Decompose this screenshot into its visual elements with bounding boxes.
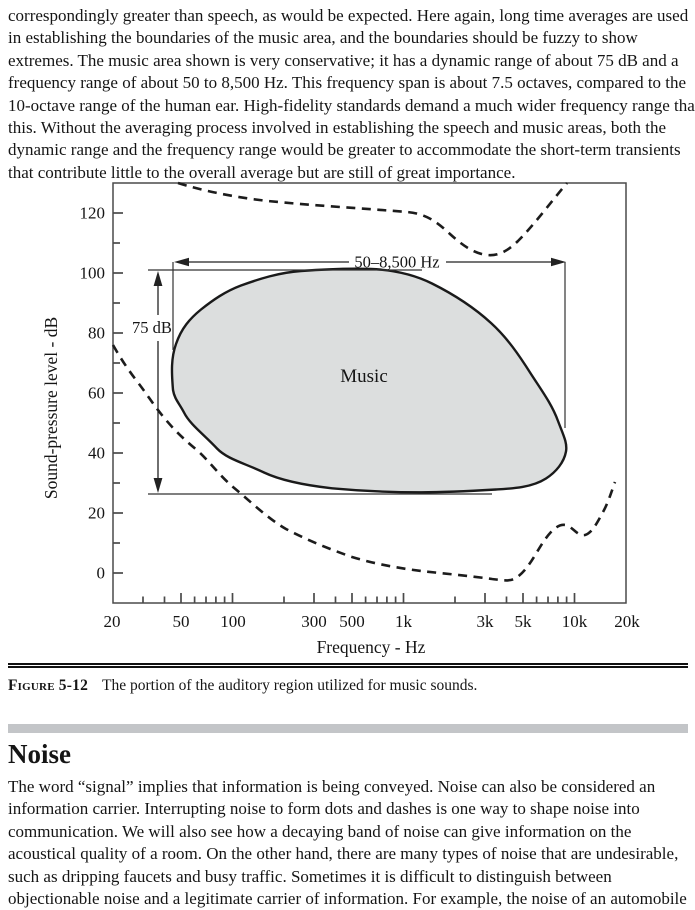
x-tick-label: 500	[339, 612, 365, 631]
y-tick-label: 100	[80, 264, 106, 283]
upper-threshold-curve	[177, 181, 568, 257]
text-line: frequency range of about 50 to 8,500 Hz.…	[8, 73, 687, 93]
text-line: dynamic range and the frequency range wo…	[8, 140, 681, 160]
y-axis-tick-labels: 120 100 80 60 40 20 0	[80, 204, 106, 583]
body-paragraph-noise: The word “signal” implies that informati…	[8, 776, 692, 910]
x-tick-label: 300	[301, 612, 327, 631]
x-tick-label: 3k	[477, 612, 495, 631]
y-tick-label: 80	[88, 324, 105, 343]
x-tick-label: 100	[220, 612, 246, 631]
body-paragraph-top: correspondingly greater than speech, as …	[8, 5, 695, 184]
caption-text: The portion of the auditory region utili…	[102, 677, 478, 694]
dynamic-range-arrow: 75 dB	[132, 271, 172, 493]
y-tick-label: 40	[88, 444, 105, 463]
text-line: acoustical quality of a room. On the oth…	[8, 844, 679, 864]
x-axis-ticks	[142, 593, 576, 603]
section-heading-noise: Noise	[8, 739, 71, 769]
x-tick-label: 10k	[562, 612, 588, 631]
y-tick-label: 120	[80, 204, 106, 223]
lower-threshold-curve	[111, 344, 617, 582]
x-tick-label: 20	[104, 612, 121, 631]
text-line: extremes. The music area shown is very c…	[8, 50, 679, 70]
figure-5-12: 120 100 80 60 40 20 0 Sound-pressure lev…	[0, 175, 695, 660]
music-box-lines	[148, 262, 566, 495]
text-line: The word “signal” implies that informati…	[8, 777, 656, 796]
section-divider	[8, 724, 688, 733]
freq-span-label: 50–8,500 Hz	[354, 253, 439, 272]
text-line: communication. We will also see how a de…	[8, 821, 632, 841]
text-line: information carrier. Interrupting noise …	[8, 799, 640, 819]
text-line: this. Without the averaging process invo…	[8, 118, 667, 138]
x-tick-label: 1k	[395, 612, 413, 631]
y-axis-ticks	[113, 212, 123, 574]
music-label: Music	[340, 366, 388, 387]
figure-caption: Figure 5-12 The portion of the auditory r…	[8, 675, 688, 696]
y-tick-label: 20	[88, 504, 105, 523]
x-axis-tick-labels: 20 50 100 300 500 1k 3k 5k 10k 20k	[104, 612, 641, 631]
auditory-region-chart: 120 100 80 60 40 20 0 Sound-pressure lev…	[41, 181, 641, 657]
y-tick-label: 60	[88, 384, 105, 403]
text-line: correspondingly greater than speech, as …	[8, 6, 689, 25]
y-axis-label: Sound-pressure level - dB	[41, 317, 61, 499]
caption-label: Figure 5-12	[8, 677, 89, 694]
dynamic-range-label: 75 dB	[132, 318, 172, 337]
x-tick-label: 50	[173, 612, 190, 631]
text-line: 10-octave range of the human ear. High-f…	[8, 95, 695, 115]
text-line: objectionable noise and a legitimate car…	[8, 889, 687, 909]
x-tick-label: 20k	[614, 612, 640, 631]
text-line: that contribute little to the overall av…	[8, 162, 516, 182]
freq-span-arrow: 50–8,500 Hz	[174, 253, 566, 272]
x-axis-label: Frequency - Hz	[317, 637, 426, 657]
x-tick-label: 5k	[515, 612, 533, 631]
text-line: in establishing the boundaries of the mu…	[8, 28, 638, 48]
music-region	[170, 267, 568, 494]
y-tick-label: 0	[97, 564, 106, 583]
figure-rule	[8, 663, 688, 668]
text-line: such as dripping faucets and busy traffi…	[8, 866, 612, 886]
